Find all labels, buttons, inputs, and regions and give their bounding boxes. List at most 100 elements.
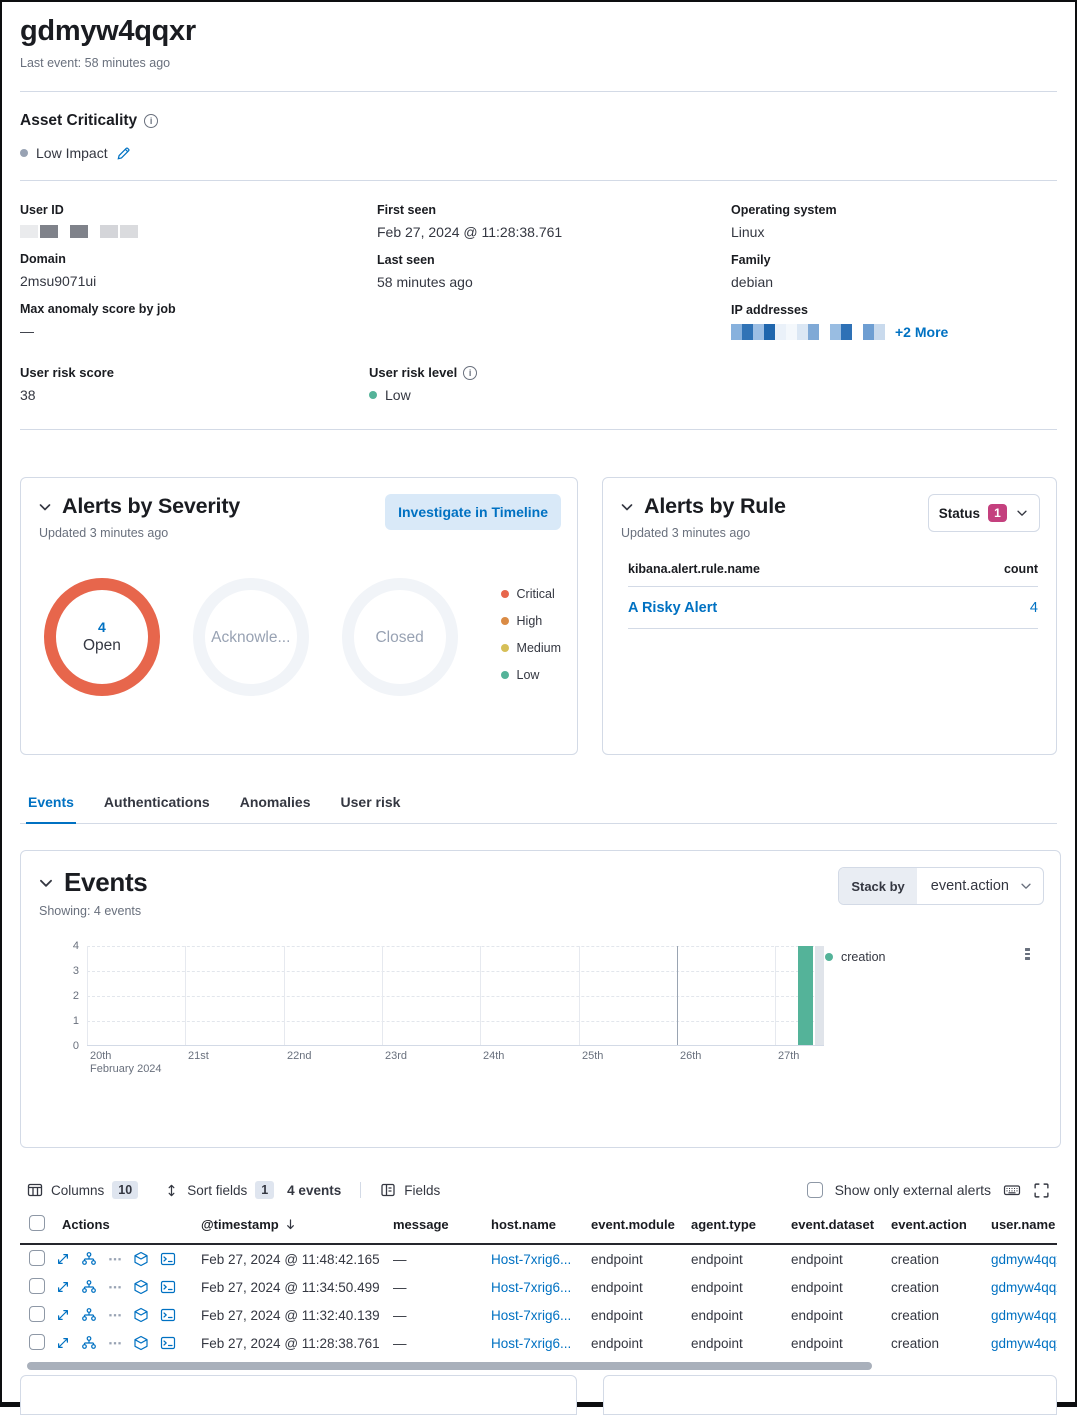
status-filter-button[interactable]: Status 1 <box>927 494 1040 532</box>
asset-criticality-section: Asset Criticality i Low Impact <box>20 112 1057 161</box>
severity-updated-text: Updated 3 minutes ago <box>39 526 169 540</box>
user-name-link[interactable]: gdmyw4qqxr <box>991 1251 1057 1267</box>
columns-count-badge: 10 <box>112 1181 139 1199</box>
fields-button[interactable]: Fields <box>380 1182 440 1198</box>
columns-button[interactable]: Columns 10 <box>27 1181 139 1199</box>
tab-authentications[interactable]: Authentications <box>103 794 210 810</box>
rule-updated-text: Updated 3 minutes ago <box>621 526 751 540</box>
fullscreen-icon[interactable] <box>1033 1182 1050 1199</box>
event-action-cell: creation <box>891 1307 940 1323</box>
session-view-terminal-icon[interactable] <box>160 1251 176 1267</box>
tab-anomalies[interactable]: Anomalies <box>239 794 311 810</box>
host-name-link[interactable]: Host-7xrig6... <box>491 1251 572 1267</box>
legend-item-medium[interactable]: Medium <box>500 641 561 655</box>
more-actions-icon[interactable] <box>108 1308 122 1322</box>
alerts-by-severity-toggle[interactable]: Alerts by Severity <box>37 494 240 519</box>
event-dataset-cell: endpoint <box>791 1279 843 1295</box>
chevron-down-icon <box>619 499 635 515</box>
sort-descending-icon <box>284 1218 297 1231</box>
analyze-event-cube-icon[interactable] <box>133 1251 149 1267</box>
legend-item-critical[interactable]: Critical <box>500 587 561 601</box>
edit-pencil-icon[interactable] <box>116 146 131 161</box>
session-view-terminal-icon[interactable] <box>160 1279 176 1295</box>
expand-event-icon[interactable] <box>56 1336 70 1350</box>
legend-item-creation[interactable]: creation <box>825 950 885 964</box>
analyze-event-cube-icon[interactable] <box>133 1335 149 1351</box>
select-all-checkbox[interactable] <box>29 1215 45 1231</box>
events-table-header: Actions @timestamp message host.name eve… <box>20 1209 1057 1245</box>
alerts-by-rule-toggle[interactable]: Alerts by Rule <box>619 494 786 519</box>
analyzer-graph-icon[interactable] <box>81 1307 97 1323</box>
row-checkbox[interactable] <box>29 1249 45 1266</box>
col-event-action[interactable]: event.action <box>891 1217 967 1232</box>
row-checkbox[interactable] <box>29 1277 45 1294</box>
donut-closed-label: Closed <box>375 629 424 646</box>
chevron-down-icon <box>37 499 53 515</box>
user-id-redacted-value <box>20 224 377 239</box>
rule-count-value[interactable]: 4 <box>1029 600 1038 616</box>
more-actions-icon[interactable] <box>108 1280 122 1294</box>
col-actions[interactable]: Actions <box>62 1217 110 1232</box>
col-event-module[interactable]: event.module <box>591 1217 675 1232</box>
legend-item-low[interactable]: Low <box>500 668 561 682</box>
event-dataset-cell: endpoint <box>791 1335 843 1351</box>
analyze-event-cube-icon[interactable] <box>133 1279 149 1295</box>
event-module-cell: endpoint <box>591 1251 643 1267</box>
expand-event-icon[interactable] <box>56 1252 70 1266</box>
event-dataset-cell: endpoint <box>791 1251 843 1267</box>
open-alert-count[interactable]: 4 <box>98 619 106 635</box>
info-icon[interactable]: i <box>144 114 159 128</box>
event-module-cell: endpoint <box>591 1335 643 1351</box>
family-label: Family <box>731 253 771 267</box>
session-view-terminal-icon[interactable] <box>160 1335 176 1351</box>
host-name-link[interactable]: Host-7xrig6... <box>491 1307 572 1323</box>
col-event-dataset[interactable]: event.dataset <box>791 1217 875 1232</box>
event-action-cell: creation <box>891 1335 940 1351</box>
divider <box>20 91 1057 92</box>
ip-addresses-redacted-value <box>731 324 885 340</box>
analyzer-graph-icon[interactable] <box>81 1279 97 1295</box>
risk-score-value: 38 <box>20 387 36 403</box>
col-agent-type[interactable]: agent.type <box>691 1217 757 1232</box>
user-risk-section: User risk score 38 User risk level i Low <box>20 365 1057 416</box>
col-timestamp[interactable]: @timestamp <box>201 1217 393 1232</box>
more-actions-icon[interactable] <box>108 1336 122 1350</box>
rule-name-header: kibana.alert.rule.name <box>628 562 761 576</box>
events-toggle[interactable]: Events <box>37 867 148 898</box>
horizontal-scrollbar[interactable] <box>27 1362 872 1370</box>
session-view-terminal-icon[interactable] <box>160 1307 176 1323</box>
analyzer-graph-icon[interactable] <box>81 1251 97 1267</box>
keyboard-shortcuts-icon[interactable] <box>1003 1181 1021 1199</box>
tab-user-risk[interactable]: User risk <box>340 794 401 810</box>
host-name-link[interactable]: Host-7xrig6... <box>491 1335 572 1351</box>
col-message[interactable]: message <box>393 1217 449 1232</box>
rule-name-link[interactable]: A Risky Alert <box>628 600 718 616</box>
analyzer-graph-icon[interactable] <box>81 1335 97 1351</box>
ip-more-link[interactable]: +2 More <box>895 324 949 340</box>
chart-options-menu-icon[interactable] <box>1025 948 1030 960</box>
info-icon[interactable]: i <box>463 365 478 380</box>
analyze-event-cube-icon[interactable] <box>133 1307 149 1323</box>
expand-event-icon[interactable] <box>56 1308 70 1322</box>
table-row: Feb 27, 2024 @ 11:48:42.165 — Host-7xrig… <box>20 1245 1057 1273</box>
more-actions-icon[interactable] <box>108 1252 122 1266</box>
row-checkbox[interactable] <box>29 1333 45 1350</box>
user-name-link[interactable]: gdmyw4qqxr <box>991 1335 1057 1351</box>
external-alerts-checkbox[interactable] <box>806 1182 823 1198</box>
user-name-link[interactable]: gdmyw4qqxr <box>991 1279 1057 1295</box>
host-name-link[interactable]: Host-7xrig6... <box>491 1279 572 1295</box>
legend-item-high[interactable]: High <box>500 614 561 628</box>
stack-by-select[interactable]: Stack by event.action <box>838 867 1044 905</box>
expand-event-icon[interactable] <box>56 1280 70 1294</box>
investigate-in-timeline-button[interactable]: Investigate in Timeline <box>385 494 561 530</box>
row-checkbox[interactable] <box>29 1305 45 1322</box>
last-event-text: Last event: 58 minutes ago <box>20 56 171 70</box>
col-user-name[interactable]: user.name <box>991 1217 1056 1232</box>
tab-events[interactable]: Events <box>26 788 76 824</box>
page-title: gdmyw4qqxr <box>20 15 196 47</box>
sort-fields-button[interactable]: Sort fields 1 <box>164 1181 275 1199</box>
col-host-name[interactable]: host.name <box>491 1217 557 1232</box>
agent-type-cell: endpoint <box>691 1279 743 1295</box>
creation-bar[interactable] <box>798 946 813 1045</box>
user-name-link[interactable]: gdmyw4qqxr <box>991 1307 1057 1323</box>
